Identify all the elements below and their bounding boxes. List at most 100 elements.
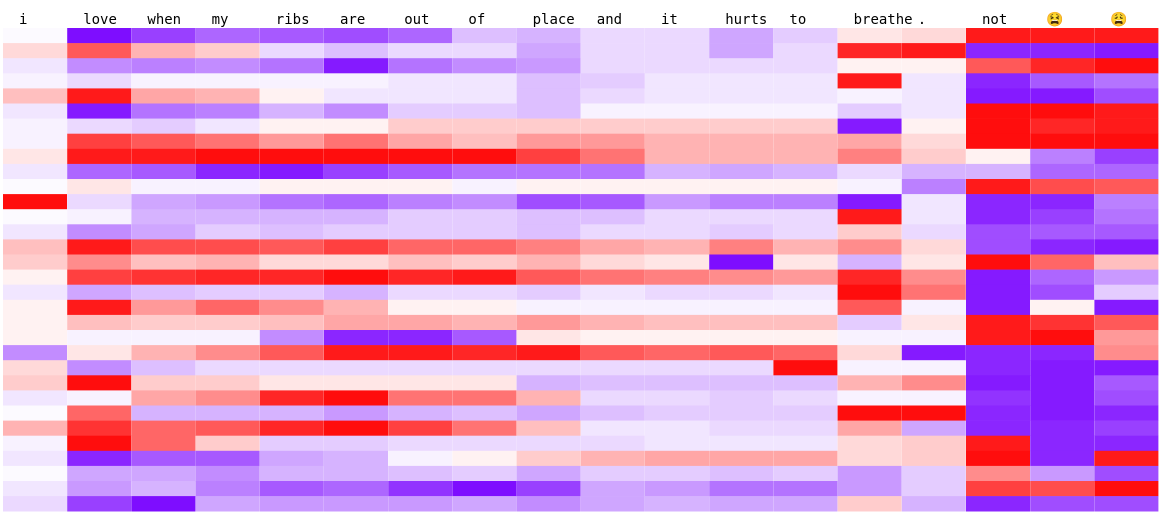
heatmap-cell xyxy=(773,405,838,421)
heatmap-cell xyxy=(67,390,132,406)
heatmap-cell xyxy=(452,284,517,301)
heatmap-cell xyxy=(452,465,517,482)
heatmap-cell xyxy=(67,481,132,497)
heatmap-cell xyxy=(901,375,966,391)
heatmap-cell xyxy=(131,420,196,436)
heatmap-cell xyxy=(195,103,260,119)
heatmap-cell xyxy=(452,420,517,436)
heatmap-cell xyxy=(131,28,196,44)
heatmap-cell xyxy=(901,269,966,285)
heatmap-cell xyxy=(452,375,517,391)
heatmap-cell xyxy=(1094,43,1159,59)
heatmap-cell xyxy=(1030,299,1095,316)
heatmap-cell xyxy=(837,118,902,134)
heatmap-cell xyxy=(516,194,581,210)
heatmap-cell xyxy=(259,405,324,421)
token-label: it xyxy=(661,12,678,28)
heatmap-cell xyxy=(195,209,260,225)
token-label: when xyxy=(147,12,181,28)
heatmap-cell xyxy=(195,163,260,180)
token-label: breathe xyxy=(854,12,913,28)
heatmap-cell xyxy=(580,360,645,376)
heatmap-cell xyxy=(901,194,966,210)
heatmap-cell xyxy=(324,269,388,285)
heatmap-cell xyxy=(709,194,774,210)
heatmap-cell xyxy=(901,179,966,195)
heatmap-cell xyxy=(773,314,838,331)
heatmap-cell xyxy=(1094,148,1159,165)
heatmap-cell xyxy=(837,435,902,452)
heatmap-cell xyxy=(966,345,1030,361)
heatmap-cell xyxy=(131,284,196,301)
heatmap-cell xyxy=(67,73,132,89)
heatmap-cell xyxy=(131,496,196,512)
heatmap-cell xyxy=(580,299,645,316)
heatmap-cell xyxy=(388,420,453,436)
heatmap-cell xyxy=(195,224,260,240)
heatmap-cell xyxy=(452,43,517,59)
heatmap-cell xyxy=(131,118,196,134)
heatmap-cell xyxy=(67,43,132,59)
heatmap-cell xyxy=(709,360,774,376)
heatmap-cell xyxy=(773,299,838,316)
heatmap-cell xyxy=(966,224,1030,240)
heatmap-cell xyxy=(67,254,132,270)
heatmap-cell xyxy=(1030,284,1095,301)
heatmap-cell xyxy=(259,163,324,180)
heatmap-cell xyxy=(709,465,774,482)
heatmap-cell xyxy=(388,450,453,467)
heatmap-cell xyxy=(324,360,388,376)
heatmap-cell xyxy=(195,299,260,316)
heatmap-cell xyxy=(837,481,902,497)
heatmap-cell xyxy=(516,133,581,150)
heatmap-cell xyxy=(709,179,774,195)
heatmap-cell xyxy=(580,254,645,270)
heatmap-cell xyxy=(1030,88,1095,104)
heatmap-cell xyxy=(452,118,517,134)
heatmap-cell xyxy=(67,103,132,119)
heatmap-cell xyxy=(67,58,132,74)
heatmap-cell xyxy=(324,88,388,104)
token-label: ribs xyxy=(276,12,310,28)
heatmap-cell xyxy=(195,284,260,301)
heatmap-cell xyxy=(131,390,196,406)
heatmap-cell xyxy=(709,496,774,512)
heatmap-cell xyxy=(195,330,260,346)
heatmap-cell xyxy=(1030,450,1095,467)
heatmap-cell xyxy=(1030,390,1095,406)
heatmap-cell xyxy=(709,209,774,225)
heatmap-cell xyxy=(966,314,1030,331)
heatmap-cell xyxy=(1030,435,1095,452)
heatmap-cell xyxy=(773,194,838,210)
heatmap-cell xyxy=(259,390,324,406)
heatmap-cell xyxy=(1094,314,1159,331)
heatmap-cell xyxy=(259,148,324,165)
heatmap-cell xyxy=(195,450,260,467)
heatmap-cell xyxy=(452,345,517,361)
heatmap-cell xyxy=(837,73,902,89)
heatmap-cell xyxy=(516,103,581,119)
heatmap-cell xyxy=(195,496,260,512)
heatmap-cell xyxy=(966,330,1030,346)
heatmap-cell xyxy=(259,330,324,346)
heatmap-cell xyxy=(645,254,709,270)
heatmap-cell xyxy=(709,103,774,119)
heatmap-cell xyxy=(1030,330,1095,346)
heatmap-cell xyxy=(3,239,67,255)
heatmap-cell xyxy=(645,133,709,150)
heatmap-cell xyxy=(388,58,453,74)
heatmap-cell xyxy=(3,179,67,195)
heatmap-cell xyxy=(1030,103,1095,119)
token-label: and xyxy=(597,12,622,28)
heatmap-cell xyxy=(259,299,324,316)
heatmap-cell xyxy=(966,284,1030,301)
heatmap-cell xyxy=(324,284,388,301)
heatmap-cell xyxy=(131,103,196,119)
heatmap-cell xyxy=(580,148,645,165)
heatmap-cell xyxy=(1030,420,1095,436)
heatmap-cell xyxy=(324,163,388,180)
heatmap-cell xyxy=(1094,269,1159,285)
heatmap-cell xyxy=(516,58,581,74)
heatmap-cell xyxy=(1094,58,1159,74)
heatmap-cell xyxy=(1094,299,1159,316)
